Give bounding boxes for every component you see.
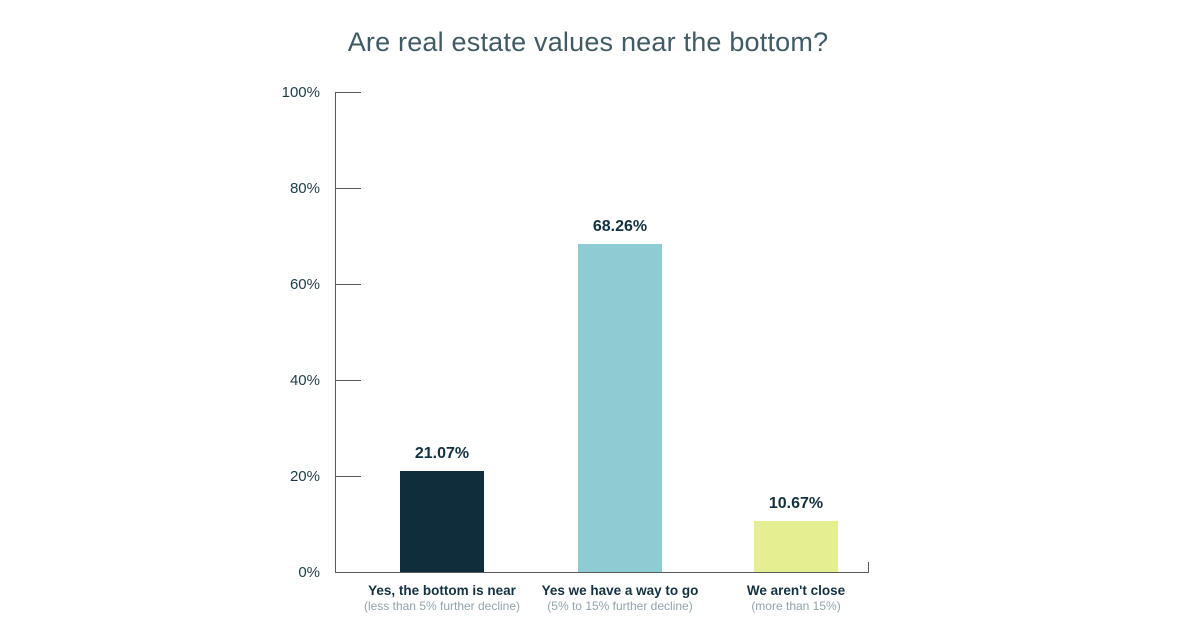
- y-tick-20: [336, 476, 361, 477]
- bar-group: 10.67%: [754, 495, 838, 572]
- category-label: We aren't close (more than 15%): [701, 583, 891, 613]
- category-label: Yes, the bottom is near (less than 5% fu…: [347, 583, 537, 613]
- x-axis-line: [335, 572, 869, 573]
- category-label-subtitle: (less than 5% further decline): [363, 599, 521, 613]
- y-tick-label: 20%: [289, 468, 320, 485]
- bar-group: 21.07%: [400, 445, 484, 572]
- category-label-subtitle: (5% to 15% further decline): [547, 599, 693, 613]
- x-axis-end-tick: [868, 562, 869, 573]
- chart-title: Are real estate values near the bottom?: [347, 27, 829, 57]
- bar-value-label: 10.67%: [768, 495, 824, 512]
- category-label: Yes we have a way to go (5% to 15% furth…: [525, 583, 715, 613]
- category-label-title: Yes we have a way to go: [541, 583, 699, 598]
- category-label-subtitle: (more than 15%): [751, 599, 841, 613]
- y-tick-60: [336, 284, 361, 285]
- bar: [754, 521, 838, 572]
- category-label-title: Yes, the bottom is near: [368, 583, 516, 598]
- bar: [578, 244, 662, 572]
- bar-value-label: 21.07%: [414, 445, 470, 462]
- y-tick-80: [336, 188, 361, 189]
- y-tick-label: 0%: [298, 564, 320, 581]
- y-tick-label: 60%: [289, 276, 320, 293]
- y-tick-40: [336, 380, 361, 381]
- bar-group: 68.26%: [578, 218, 662, 572]
- category-label-title: We aren't close: [746, 583, 846, 598]
- y-tick-label: 40%: [289, 372, 320, 389]
- bar-value-label: 68.26%: [592, 218, 648, 235]
- bar: [400, 471, 484, 572]
- y-tick-label: 80%: [289, 180, 320, 197]
- y-axis-line: [335, 92, 336, 572]
- y-tick-100: [336, 92, 361, 93]
- y-tick-label: 100%: [281, 84, 320, 101]
